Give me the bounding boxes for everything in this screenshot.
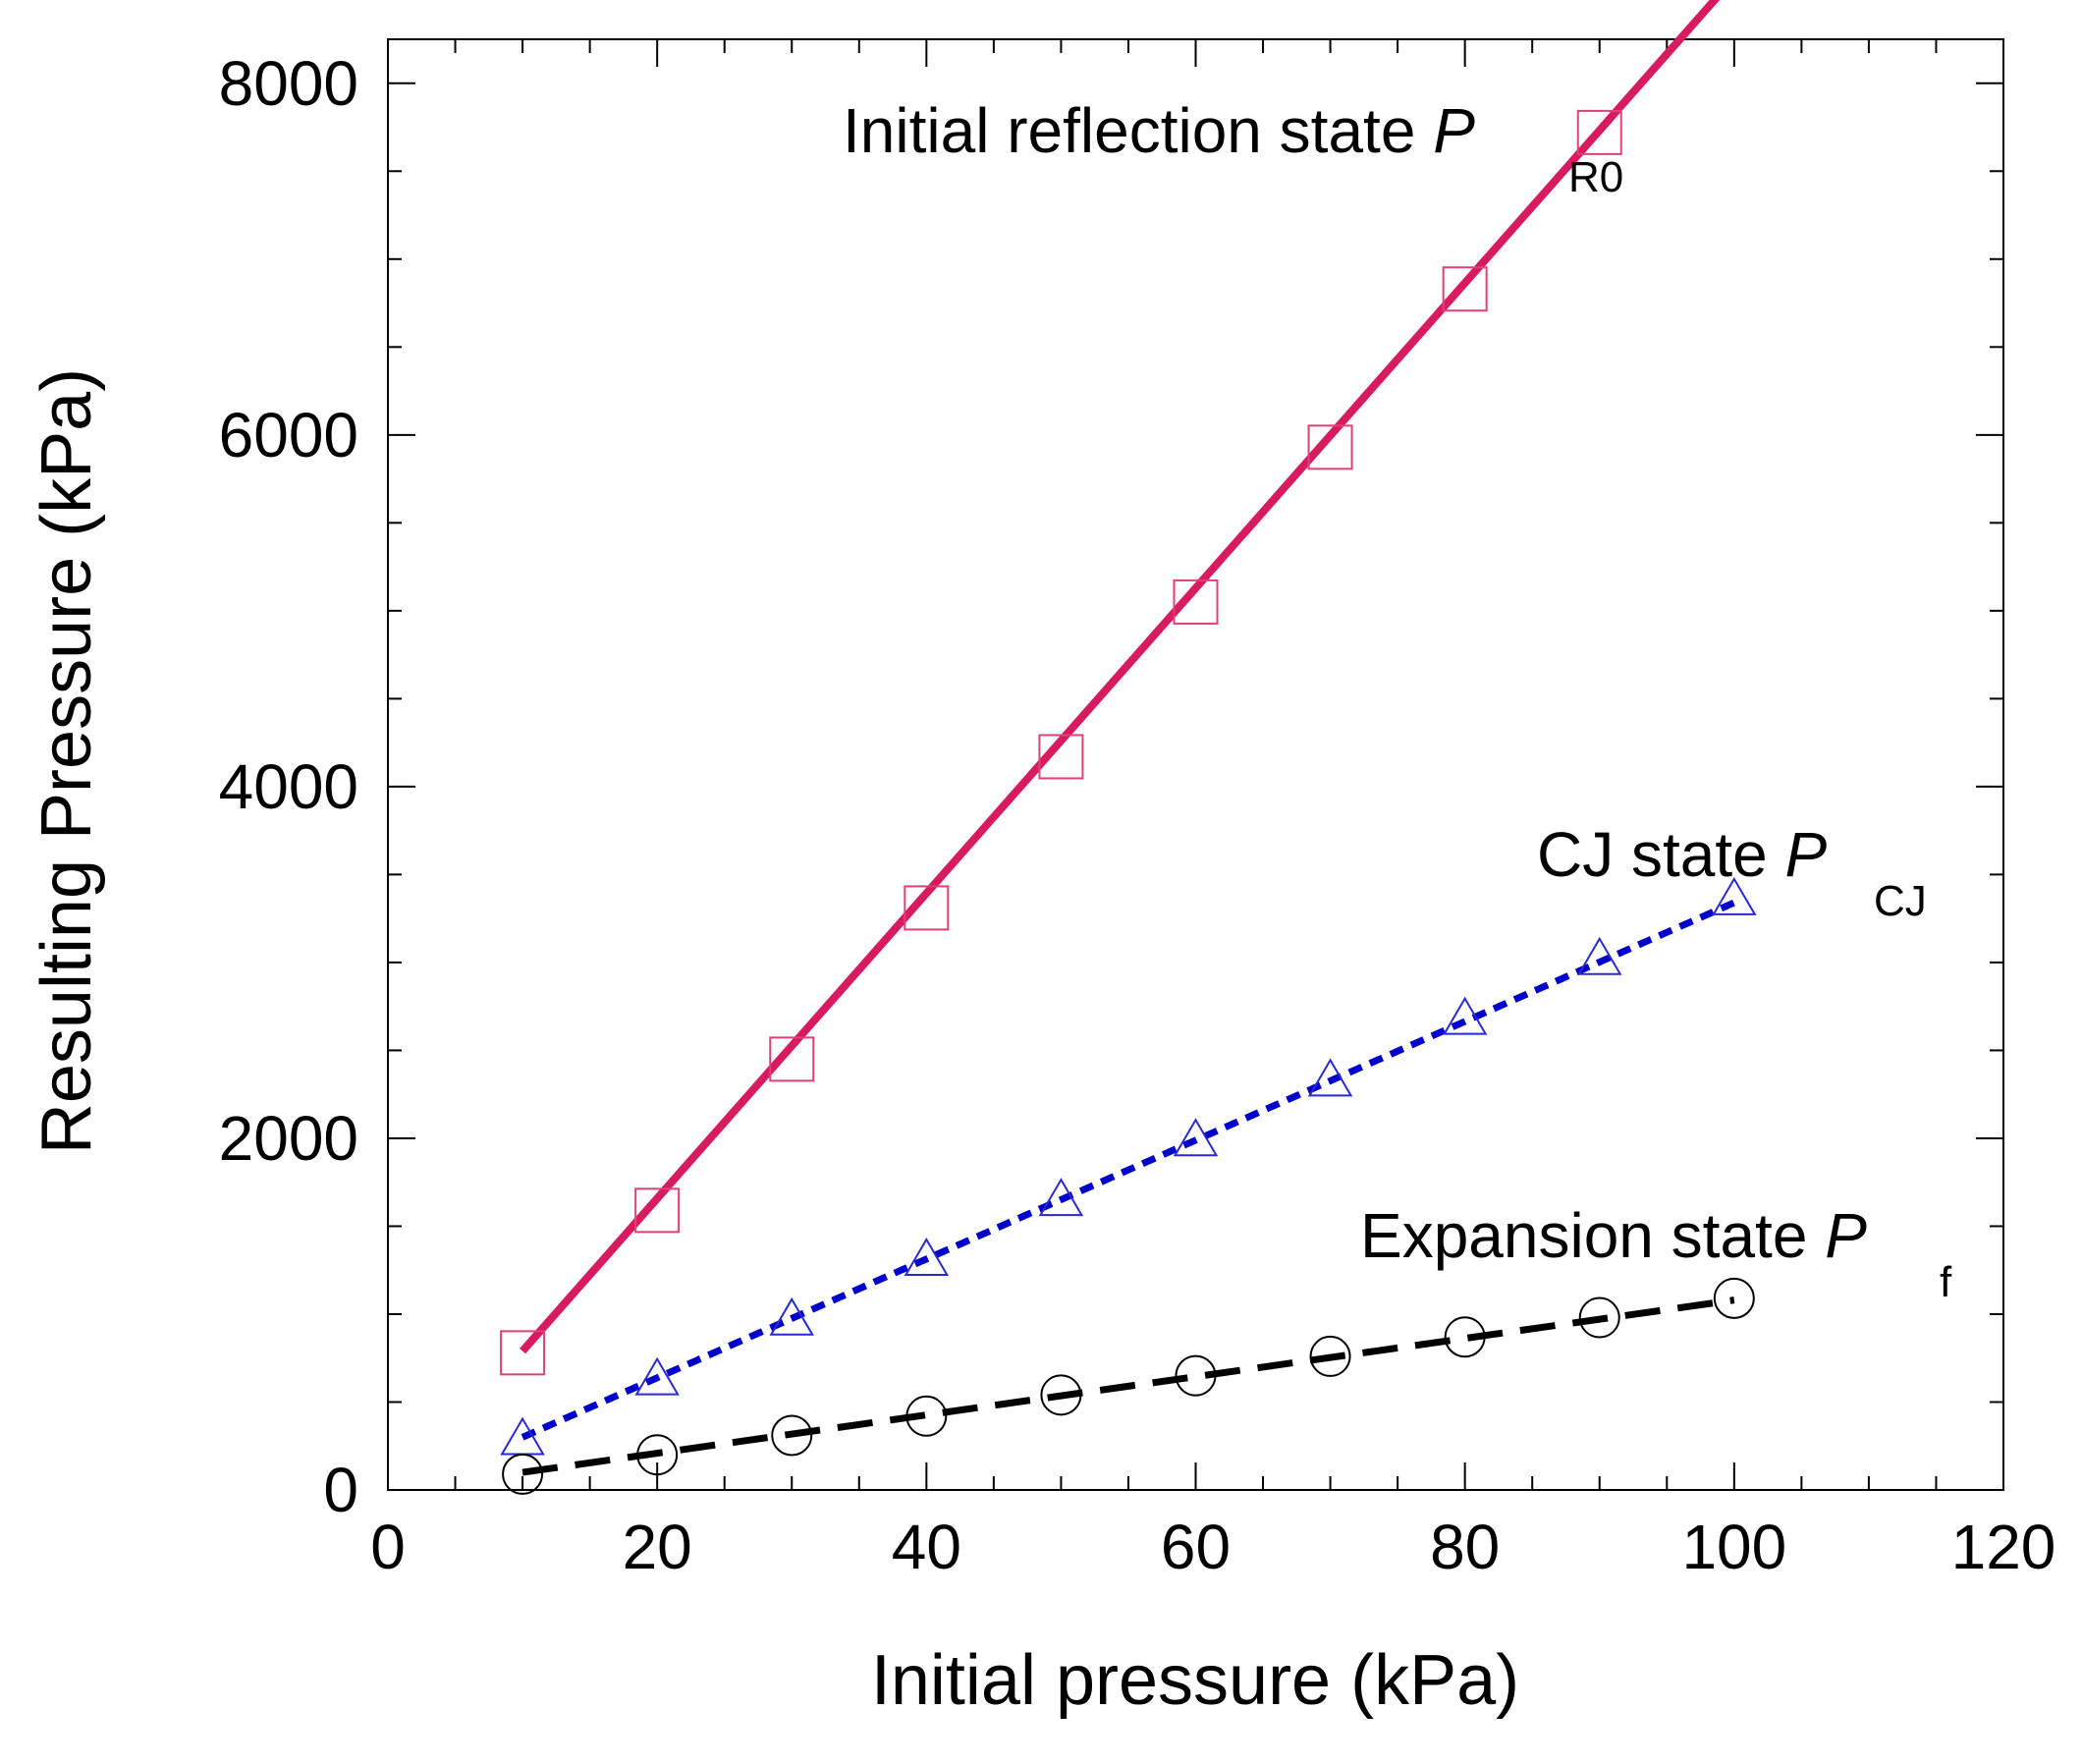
marker-series-2: [1175, 1354, 1217, 1397]
annotation-reflection-label: Initial reflection state: [843, 95, 1433, 166]
y-tick-label: 8000: [219, 48, 358, 119]
data-markers: [500, 109, 1757, 1495]
annotation-cj-subscript: CJ: [1874, 877, 1927, 925]
marker-series-0: [634, 1187, 681, 1234]
marker-series-1: [1038, 1178, 1084, 1217]
marker-series-1: [1442, 996, 1488, 1035]
x-tick-label: 60: [1161, 1512, 1231, 1582]
y-tick-label: 4000: [219, 751, 358, 822]
annotation-cj: CJ state P: [1537, 819, 1828, 890]
marker-series-2: [1713, 1277, 1755, 1319]
fit-line-series-1: [520, 899, 1736, 1441]
annotation-reflection-symbol: P: [1433, 95, 1475, 166]
marker-series-2: [1578, 1296, 1620, 1339]
marker-series-0: [1576, 109, 1622, 155]
marker-series-2: [1040, 1374, 1082, 1416]
marker-series-0: [769, 1036, 815, 1082]
x-tick-label: 120: [1951, 1512, 2056, 1582]
y-tick-labels: 0 2000 4000 6000 8000: [219, 48, 358, 1525]
marker-series-0: [1173, 579, 1219, 625]
marker-series-1: [1712, 876, 1757, 915]
annotation-cj-label: CJ state: [1537, 819, 1785, 890]
annotation-expansion-subscript: f: [1940, 1258, 1952, 1306]
x-tick-label: 100: [1681, 1512, 1786, 1582]
marker-series-1: [634, 1356, 680, 1396]
marker-series-2: [905, 1395, 948, 1437]
y-tick-label: 6000: [219, 400, 358, 470]
annotation-cj-symbol: P: [1785, 819, 1828, 890]
marker-series-1: [904, 1237, 950, 1276]
annotation-expansion: Expansion state P: [1360, 1200, 1867, 1271]
y-tick-label: 0: [323, 1455, 358, 1525]
fit-line-series-0: [520, 0, 1721, 1354]
annotation-expansion-label: Expansion state: [1360, 1200, 1825, 1271]
annotation-reflection-subscript: R0: [1568, 153, 1623, 201]
plot-frame: [387, 38, 2004, 1491]
x-axis-title: Initial pressure (kPa): [871, 1641, 1519, 1720]
marker-series-2: [636, 1434, 679, 1476]
major-ticks: [387, 39, 2004, 1491]
annotation-expansion-symbol: P: [1825, 1200, 1867, 1271]
marker-series-1: [1173, 1118, 1219, 1157]
x-tick-label: 80: [1430, 1512, 1500, 1582]
marker-series-2: [1444, 1316, 1486, 1358]
marker-series-1: [769, 1296, 814, 1336]
marker-series-0: [1442, 266, 1488, 312]
annotation-reflection: Initial reflection state P: [843, 95, 1475, 166]
y-tick-label: 2000: [219, 1103, 358, 1174]
marker-series-0: [1038, 734, 1084, 780]
marker-series-2: [502, 1453, 544, 1495]
y-axis-title: Resulting Pressure (kPa): [27, 368, 106, 1154]
marker-series-0: [904, 885, 950, 931]
marker-series-2: [1309, 1335, 1351, 1377]
x-tick-label: 40: [892, 1512, 961, 1582]
x-tick-label: 20: [623, 1512, 692, 1582]
marker-series-1: [1307, 1058, 1353, 1097]
marker-series-1: [1577, 936, 1622, 975]
x-tick-label: 0: [370, 1512, 406, 1582]
minor-ticks: [388, 39, 2003, 1490]
x-tick-labels: 0 20 40 60 80 100 120: [370, 1512, 2055, 1582]
fit-lines: [520, 0, 1736, 1476]
marker-series-0: [500, 1330, 546, 1376]
fit-line-series-2: [521, 1296, 1735, 1476]
marker-series-0: [1307, 424, 1353, 470]
marker-series-2: [771, 1414, 813, 1457]
